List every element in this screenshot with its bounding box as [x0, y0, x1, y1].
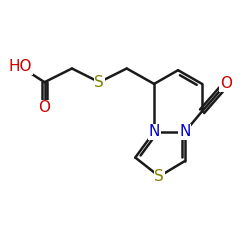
Text: O: O [38, 100, 50, 116]
Text: S: S [94, 75, 104, 90]
Text: N: N [179, 124, 190, 139]
Text: O: O [220, 76, 232, 92]
Text: N: N [148, 124, 160, 139]
Text: S: S [154, 169, 164, 184]
Text: HO: HO [9, 59, 32, 74]
